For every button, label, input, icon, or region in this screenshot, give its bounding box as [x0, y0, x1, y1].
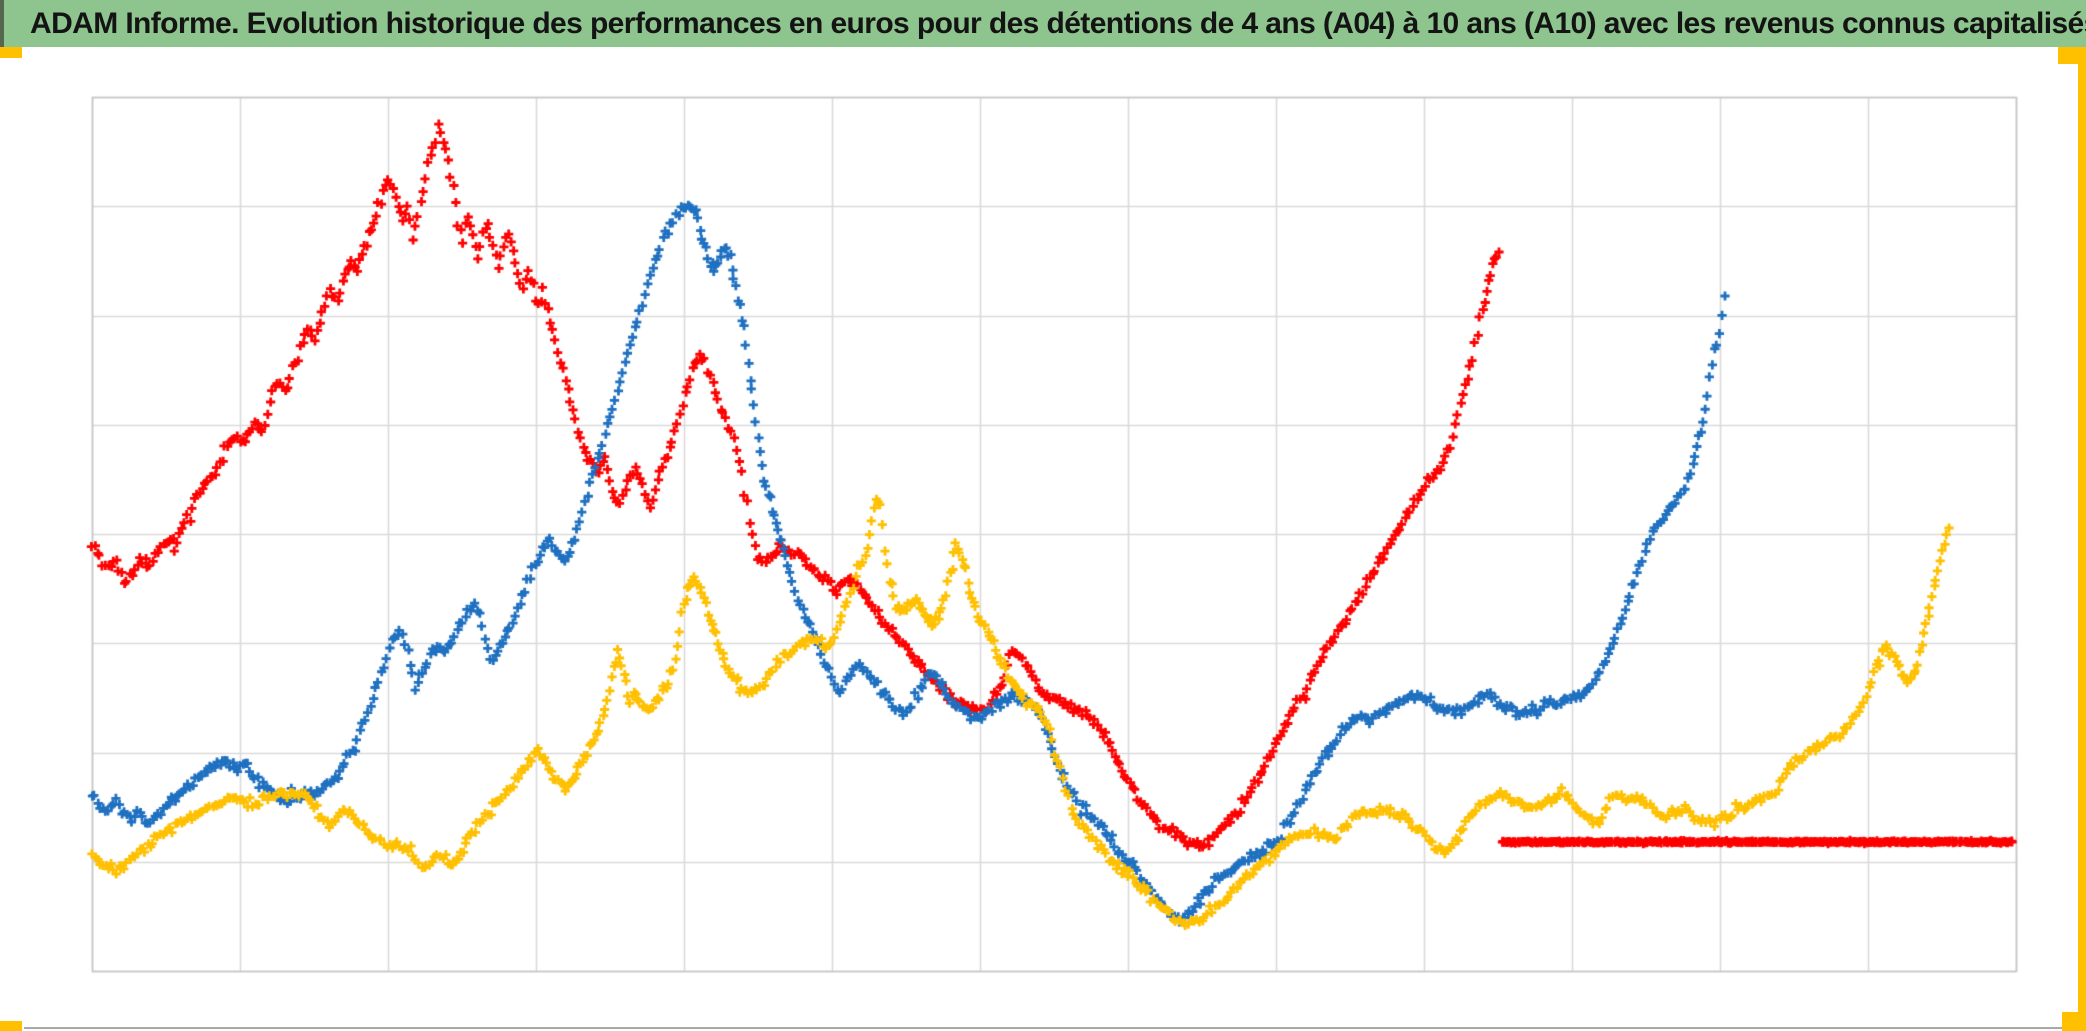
- bottom-page-rule: [24, 1027, 2076, 1029]
- page-break-strip-right: [2078, 47, 2086, 1031]
- page-break-mark-bottom-left: [0, 1021, 22, 1031]
- page-break-corner-top-right: [2058, 47, 2086, 64]
- page-break-mark-top-left: [0, 47, 22, 58]
- page-break-corner-bottom-right: [2062, 1012, 2086, 1031]
